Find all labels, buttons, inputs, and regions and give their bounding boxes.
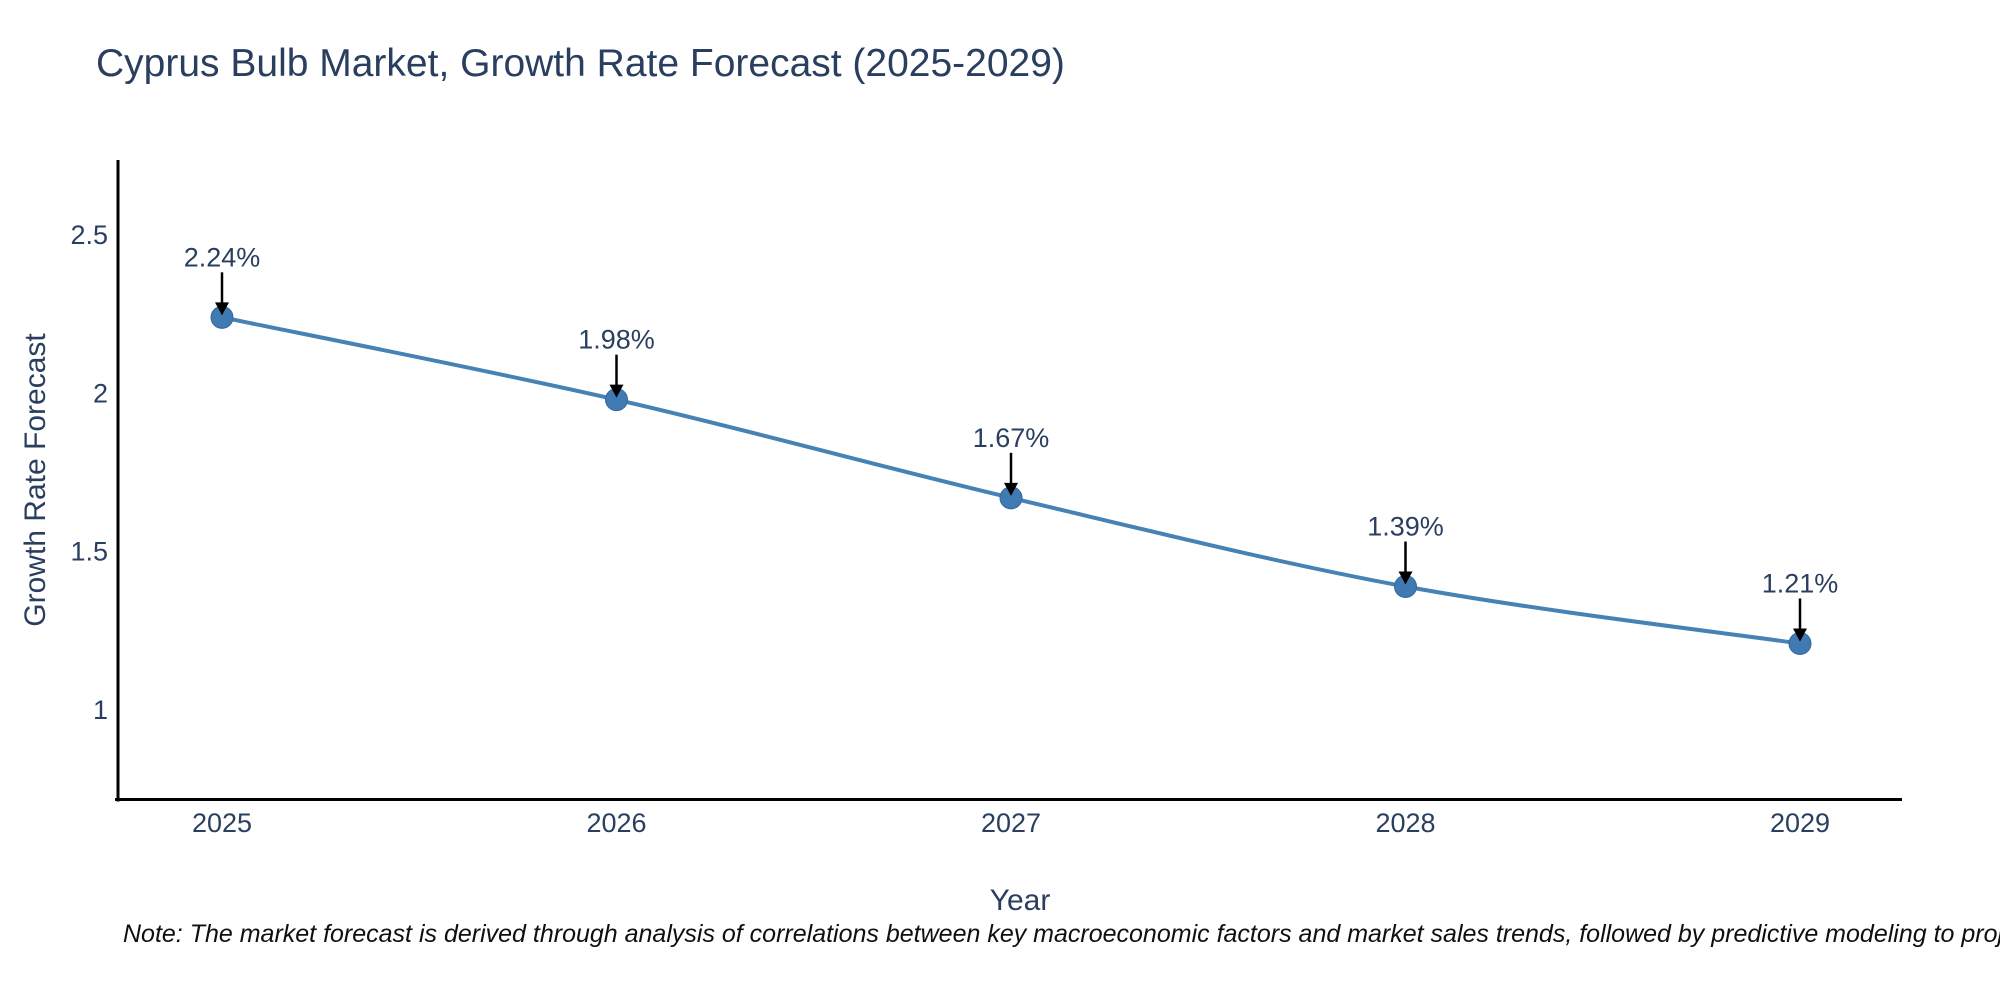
annotation-label: 1.21% xyxy=(1762,568,1839,598)
y-tick-label: 1 xyxy=(93,695,108,725)
y-tick-label: 2.5 xyxy=(70,220,108,250)
chart-title: Cyprus Bulb Market, Growth Rate Forecast… xyxy=(96,42,1065,85)
x-axis-title-text: Year xyxy=(989,884,1051,917)
y-tick-label: 1.5 xyxy=(70,537,108,567)
x-tick-label: 2028 xyxy=(1375,808,1435,838)
x-tick-label: 2025 xyxy=(192,808,252,838)
x-tick-label: 2029 xyxy=(1770,808,1830,838)
annotation-arrowhead xyxy=(1398,571,1413,585)
annotation-arrowhead xyxy=(609,384,624,398)
annotation-arrowhead xyxy=(1793,628,1807,642)
annotation-label: 1.39% xyxy=(1367,511,1444,541)
y-axis-title: Growth Rate Forecast xyxy=(19,333,52,627)
y-tick-label: 2 xyxy=(93,378,108,408)
annotation-label: 2.24% xyxy=(184,242,261,272)
annotation-label: 1.98% xyxy=(578,325,655,355)
x-tick-label: 2026 xyxy=(586,808,646,838)
x-axis-title: Year xyxy=(0,884,2000,918)
footnote: Note: The market forecast is derived thr… xyxy=(123,920,2000,948)
annotation-arrowhead xyxy=(1004,482,1018,496)
annotation-label: 1.67% xyxy=(973,423,1050,453)
x-tick-label: 2027 xyxy=(981,808,1041,838)
annotation-arrowhead xyxy=(215,302,229,316)
